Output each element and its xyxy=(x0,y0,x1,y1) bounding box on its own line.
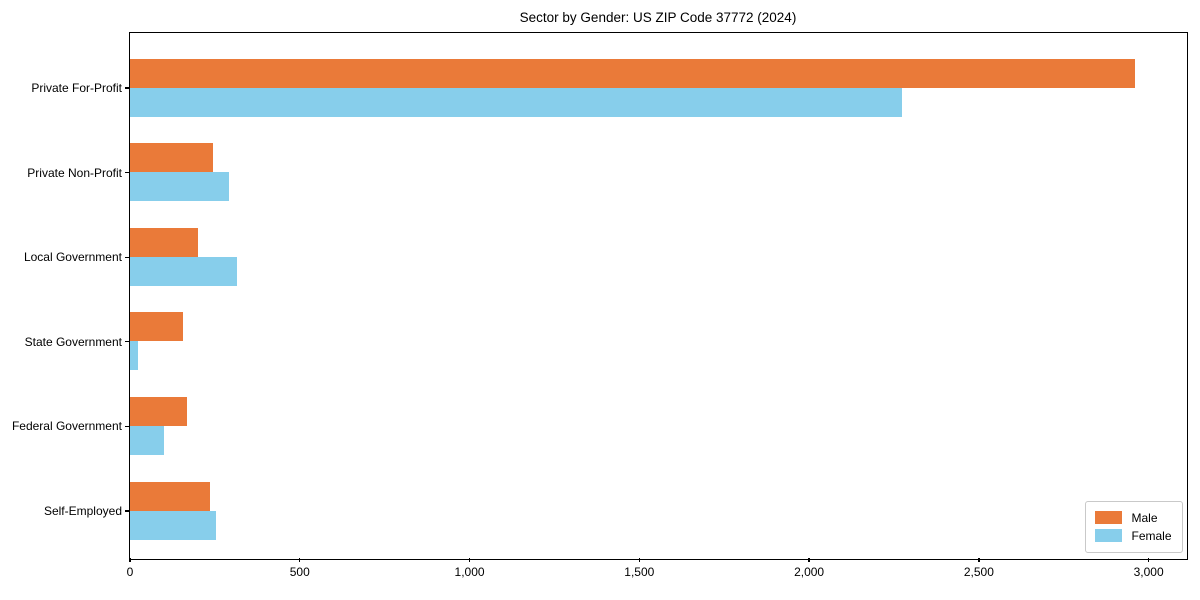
x-tick-2,000 xyxy=(808,558,810,562)
legend: Male Female xyxy=(1085,500,1183,553)
legend-label-female: Female xyxy=(1131,528,1172,543)
x-tick-0 xyxy=(129,558,131,562)
x-label-2,000: 2,000 xyxy=(794,565,825,579)
female-color-swatch xyxy=(1095,529,1123,542)
bar-male-private-for-profit xyxy=(129,58,1135,88)
y-label-federal-government: Federal Government xyxy=(11,419,122,434)
y-label-state-government: State Government xyxy=(24,334,122,349)
bar-male-federal-government xyxy=(129,396,187,426)
male-color-swatch xyxy=(1095,511,1123,524)
legend-item-male: Male xyxy=(1095,510,1171,526)
legend-label-male: Male xyxy=(1131,510,1158,525)
x-label-1,500: 1,500 xyxy=(624,565,655,579)
y-label-self-employed: Self-Employed xyxy=(43,504,122,518)
bar-male-private-non-profit xyxy=(129,143,214,173)
y-tick-self-employed xyxy=(125,510,129,512)
x-label-500: 500 xyxy=(289,565,310,579)
y-tick-state-government xyxy=(125,341,129,343)
x-tick-3,000 xyxy=(1147,558,1150,562)
x-tick-500 xyxy=(299,558,301,562)
bar-female-private-for-profit xyxy=(129,87,902,117)
x-label-2,500: 2,500 xyxy=(963,565,994,579)
x-label-3,000: 3,000 xyxy=(1133,565,1164,579)
bar-male-state-government xyxy=(129,312,184,342)
y-label-private-non-profit: Private Non-Profit xyxy=(27,165,122,180)
y-tick-local-government xyxy=(125,256,129,258)
legend-item-female: Female xyxy=(1095,528,1172,544)
x-tick-2,500 xyxy=(978,558,980,562)
bar-female-local-government xyxy=(129,256,238,286)
y-label-local-government: Local Government xyxy=(23,250,122,265)
y-label-private-for-profit: Private For-Profit xyxy=(31,81,122,95)
x-label-0: 0 xyxy=(126,565,134,579)
plot-area: Male Female xyxy=(128,31,1188,560)
bar-female-state-government xyxy=(129,341,139,371)
bar-male-self-employed xyxy=(129,481,211,511)
chart-title: Sector by Gender: US ZIP Code 37772 (202… xyxy=(519,10,797,25)
x-label-1,000: 1,000 xyxy=(454,565,485,579)
bar-female-private-non-profit xyxy=(129,172,230,202)
bar-female-federal-government xyxy=(129,425,165,455)
bar-female-self-employed xyxy=(129,510,217,540)
y-tick-private-for-profit xyxy=(125,87,129,89)
x-tick-1,000 xyxy=(468,558,471,562)
x-tick-1,500 xyxy=(638,558,640,562)
y-tick-private-non-profit xyxy=(125,171,129,174)
bar-male-local-government xyxy=(129,227,199,257)
y-tick-federal-government xyxy=(125,425,129,428)
